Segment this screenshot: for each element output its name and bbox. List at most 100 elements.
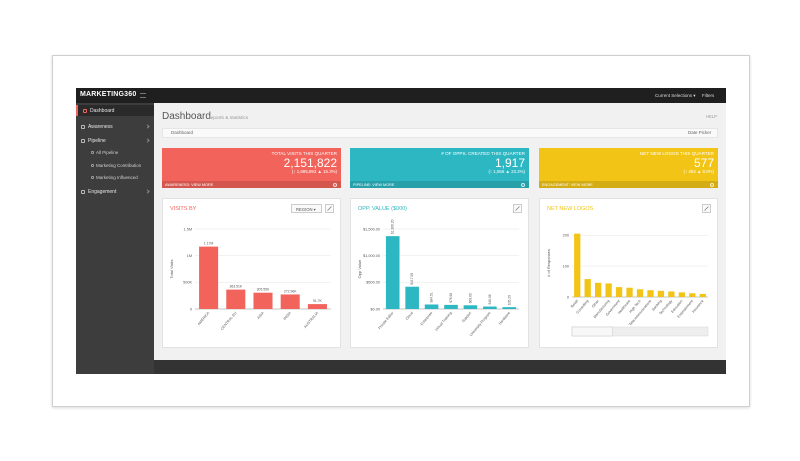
value-label: $417.59 [410,273,414,285]
bar [574,233,581,297]
bar [689,293,696,297]
bar [626,287,633,297]
kpi-change: (↑ 453 ▲ 8.0%) [683,169,714,174]
value-label: 363.51K [229,285,242,289]
sidebar-caret [145,138,150,143]
bar [199,246,219,309]
y-tick-label: 100 [563,264,569,268]
date-picker[interactable]: Date Picker [688,130,712,135]
chart-panel: OPP. VALUE ($000) $0.00 $500.00 $1,000.00 $1… [350,198,529,348]
sidebar-subicon [91,176,94,179]
kpi-value: 1,917 [494,156,525,170]
sidebar-icon [81,124,85,129]
value-label: 305.55K [257,288,270,292]
chart-title: VISITS BY [170,206,197,212]
help-link[interactable]: HELP [706,114,717,119]
sidebar-item[interactable]: Pipeline [76,135,154,146]
kpi-link: PIPELINE: VIEW MORE [353,182,395,187]
top-bar [76,88,726,103]
x-tick-label: AMERICA [197,311,211,327]
expand-button[interactable] [513,204,522,213]
y-axis-label: # of Responses [546,249,551,277]
kpi-footer[interactable]: ENGAGEMENT: VIEW MORE [539,181,718,188]
chart: 0 500K 1M 1.5M Total Visits AMERICA 1.17M CENTR… [169,227,331,331]
kpi-value: 2,151,822 [283,156,337,170]
bar [307,304,327,309]
current-selections[interactable]: Current Selections ▾ [655,93,696,98]
value-label: $1,366.20 [391,219,395,234]
sidebar-icon [81,189,85,194]
menu-toggle[interactable] [140,93,146,98]
logo: MARKETING360 [80,91,137,98]
value-label: $69.69 [468,293,472,303]
kpi-change: (↑ 1,885,893 ▲ 15.3%) [291,169,337,174]
y-tick-label: $1,500.00 [363,227,380,231]
kpi-arrow [333,182,337,187]
breadcrumb-bar [162,128,718,138]
sidebar-caret [145,124,150,129]
sidebar-label: Dashboard [90,108,115,114]
sidebar-label: Pipeline [88,138,106,144]
kpi-title: TOTAL VISITS THIS QUARTER [271,151,337,156]
value-label: 1.17M [204,242,214,246]
expand-button[interactable] [702,204,711,213]
sidebar-sublabel: Marketing Contribution [96,162,142,168]
kpi-footer[interactable]: AWARENESS: VIEW MORE [162,181,341,188]
y-axis-label: Total Visits [169,259,174,278]
sidebar [76,103,154,374]
bar [699,293,706,297]
x-tick-label: Virtual Training [434,311,452,332]
kpi-footer[interactable]: PIPELINE: VIEW MORE [350,181,529,188]
bar [253,292,273,309]
kpi-title: # OF OPPS. CREATED THIS QUARTER [441,151,525,156]
sidebar-label: Awareness [88,124,113,130]
sidebar-subitem[interactable]: Marketing Contribution [76,161,154,171]
bar [385,236,400,309]
bar [502,307,517,309]
sidebar-label: Engagement [88,189,117,195]
sidebar-caret [145,189,150,194]
bar [678,292,685,297]
expand-icon [327,206,332,211]
y-tick-label: $1,000.00 [363,254,380,258]
kpi-arrow [710,182,714,187]
kpi-card: NET NEW LOGOS THIS QUARTER 577 (↑ 453 ▲ 8.… [539,148,718,188]
x-tick-label: Hardware [498,311,511,326]
dropdown[interactable]: REGION ▾ [291,204,322,213]
sidebar-item[interactable]: Engagement [76,186,154,197]
y-axis-label: Opp Value [357,259,362,278]
x-tick-label: Cloud [405,311,414,321]
x-tick-label: INDIA [283,311,293,321]
value-label: $46.08 [488,294,492,304]
bar [615,287,623,297]
breadcrumb[interactable]: Dashboard [171,130,194,135]
x-tick-label: Retail [570,299,579,309]
x-tick-label: Banking [651,299,662,312]
filters[interactable]: Filters [702,93,715,98]
sidebar-subicon [91,163,94,167]
sidebar-icon [83,108,87,113]
sidebar-subicon [91,151,94,154]
kpi-arrow [521,182,525,187]
kpi-link: ENGAGEMENT: VIEW MORE [542,182,593,187]
x-tick-label: Support [461,311,472,323]
y-tick-label: 1M [187,254,192,258]
chart-panel: VISITS BY REGION ▾ 0 500K 1M 1.5M Total Visits… [162,198,341,348]
chart-title: NET NEW LOGOS [547,206,594,212]
expand-button[interactable] [325,204,334,213]
kpi-change: (↑ 1,556 ▲ 23.2%) [488,169,525,174]
chart: $0.00 $500.00 $1,000.00 $1,500.00 Opp Value P… [357,219,519,337]
y-tick-label: 500K [183,281,192,285]
x-tick-label: ASIA [256,311,265,320]
sidebar-item[interactable]: Awareness [76,121,154,132]
x-tick-label: University Program [469,311,492,337]
bar [444,304,458,309]
y-tick-label: 0 [190,307,192,311]
sidebar-item[interactable]: Dashboard [76,105,154,116]
x-tick-label: AUSTRALIA [303,311,319,329]
sidebar-subitem[interactable]: All Pipeline [76,148,154,158]
value-label: $84.51 [430,292,434,302]
sidebar-subitem[interactable]: Marketing Influenced [76,173,154,183]
kpi-value: 577 [693,156,714,170]
